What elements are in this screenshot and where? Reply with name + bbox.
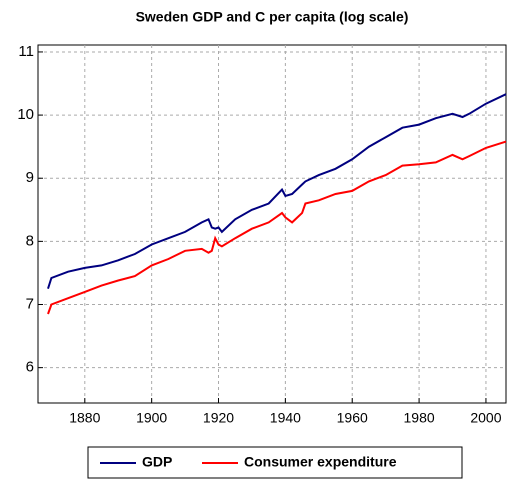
legend-label: GDP — [142, 454, 172, 470]
y-tick-label: 11 — [18, 43, 34, 60]
x-tick-label: 1940 — [270, 410, 301, 426]
y-tick-label: 7 — [26, 295, 34, 312]
y-tick-label: 6 — [26, 359, 34, 376]
y-tick-label: 8 — [26, 232, 34, 249]
x-tick-label: 1880 — [69, 410, 100, 426]
x-tick-label: 2000 — [470, 410, 501, 426]
y-tick-label: 10 — [17, 106, 34, 123]
y-tick-label: 9 — [26, 169, 34, 186]
x-tick-label: 1980 — [404, 410, 435, 426]
plot-frame — [37, 44, 507, 404]
x-tick-label: 1960 — [337, 410, 368, 426]
series-line — [47, 93, 507, 290]
legend-label: Consumer expenditure — [244, 454, 397, 470]
series-line — [47, 140, 507, 315]
legend-box — [87, 446, 463, 479]
x-tick-label: 1900 — [136, 410, 167, 426]
chart-title: Sweden GDP and C per capita (log scale) — [136, 9, 409, 25]
x-tick-label: 1920 — [203, 410, 234, 426]
